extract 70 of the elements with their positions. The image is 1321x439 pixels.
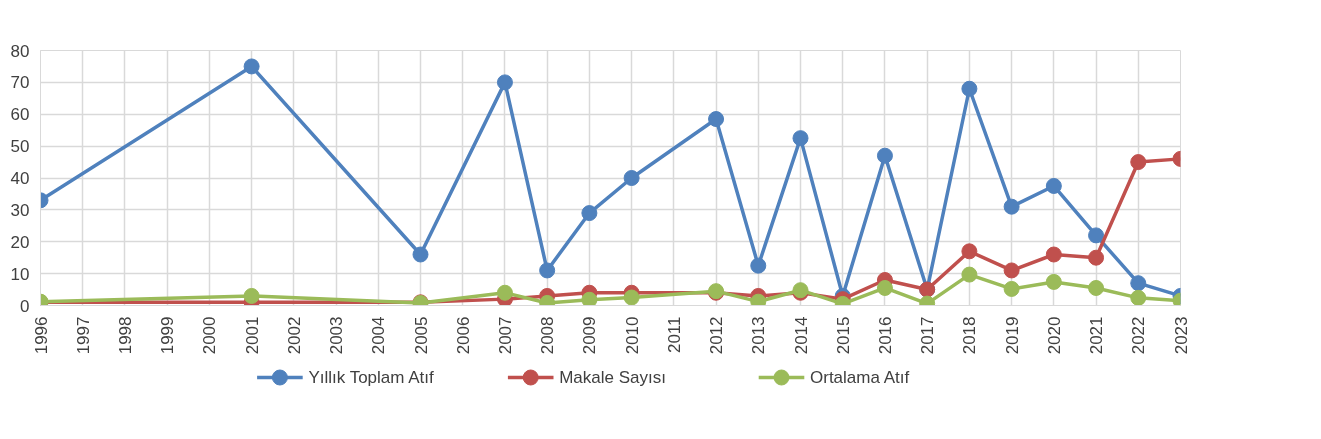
point (750, 257, 767, 274)
x-tick-label: 1998 (115, 316, 135, 355)
point (708, 111, 725, 128)
x-tick-label: 2003 (327, 316, 347, 355)
x-tick-label: 2011 (664, 316, 684, 354)
x-tick-label: 2009 (580, 316, 600, 355)
x-tick-label: 2008 (538, 316, 558, 355)
y-tick-label: 20 (10, 232, 30, 252)
point (1003, 262, 1020, 279)
x-tick-label: 2014 (791, 316, 811, 355)
y-tick-label: 80 (10, 41, 30, 61)
point (1088, 279, 1105, 296)
point (1088, 227, 1105, 244)
x-tick-label: 2013 (749, 316, 769, 355)
legend-label: Ortalama Atıf (810, 368, 910, 387)
point (876, 147, 893, 164)
point (1045, 273, 1062, 290)
x-tick-label: 1997 (73, 316, 93, 355)
x-tick-label: 2020 (1044, 316, 1064, 355)
x-tick-label: 2018 (960, 316, 980, 355)
point (623, 289, 640, 306)
point (1045, 177, 1062, 194)
point (1003, 198, 1020, 215)
point (876, 279, 893, 296)
x-tick-label: 2015 (833, 316, 853, 355)
x-tick-label: 2012 (707, 316, 727, 355)
y-tick-label: 40 (10, 169, 30, 188)
x-tick-label: 2000 (200, 316, 220, 355)
x-tick-label: 2006 (453, 316, 473, 355)
x-tick-label: 2019 (1002, 316, 1022, 355)
point (412, 246, 429, 263)
x-tick-label: 2016 (875, 316, 895, 355)
x-tick-label: 2007 (495, 316, 515, 355)
point (243, 287, 260, 304)
legend-label: Makale Sayısı (559, 368, 666, 387)
y-tick-label: 60 (10, 105, 30, 125)
y-tick-label: 10 (10, 264, 30, 284)
x-tick-label: 2021 (1087, 316, 1107, 355)
point (539, 262, 556, 279)
point (961, 266, 978, 283)
point (961, 243, 978, 260)
point (1003, 280, 1020, 297)
y-tick-label: 70 (10, 73, 30, 93)
x-tick-label: 2022 (1129, 316, 1149, 355)
point (1130, 289, 1147, 306)
point (792, 130, 809, 147)
x-tick-label: 2005 (411, 316, 431, 355)
x-tick-label: 1999 (158, 316, 178, 355)
point (623, 170, 640, 186)
x-tick-label: 2004 (369, 316, 389, 355)
point (1130, 154, 1147, 171)
x-tick-label: 2017 (918, 316, 938, 355)
x-tick-label: 2002 (284, 316, 304, 355)
y-tick-label: 30 (10, 200, 30, 220)
point (496, 284, 513, 301)
x-tick-label: 2001 (242, 316, 262, 355)
point (581, 205, 598, 222)
point (961, 80, 978, 97)
y-tick-label: 50 (10, 137, 30, 157)
x-tick-label: 1996 (31, 316, 51, 355)
point (1130, 275, 1147, 292)
x-tick-label: 2023 (1171, 316, 1191, 355)
point (1088, 249, 1105, 266)
point (1045, 246, 1062, 263)
y-tick-label: 0 (20, 296, 30, 316)
point (243, 58, 260, 75)
x-tick-label: 2010 (622, 316, 642, 355)
point (581, 291, 598, 306)
point (496, 74, 513, 91)
legend-label: Yıllık Toplam Atıf (308, 368, 435, 387)
